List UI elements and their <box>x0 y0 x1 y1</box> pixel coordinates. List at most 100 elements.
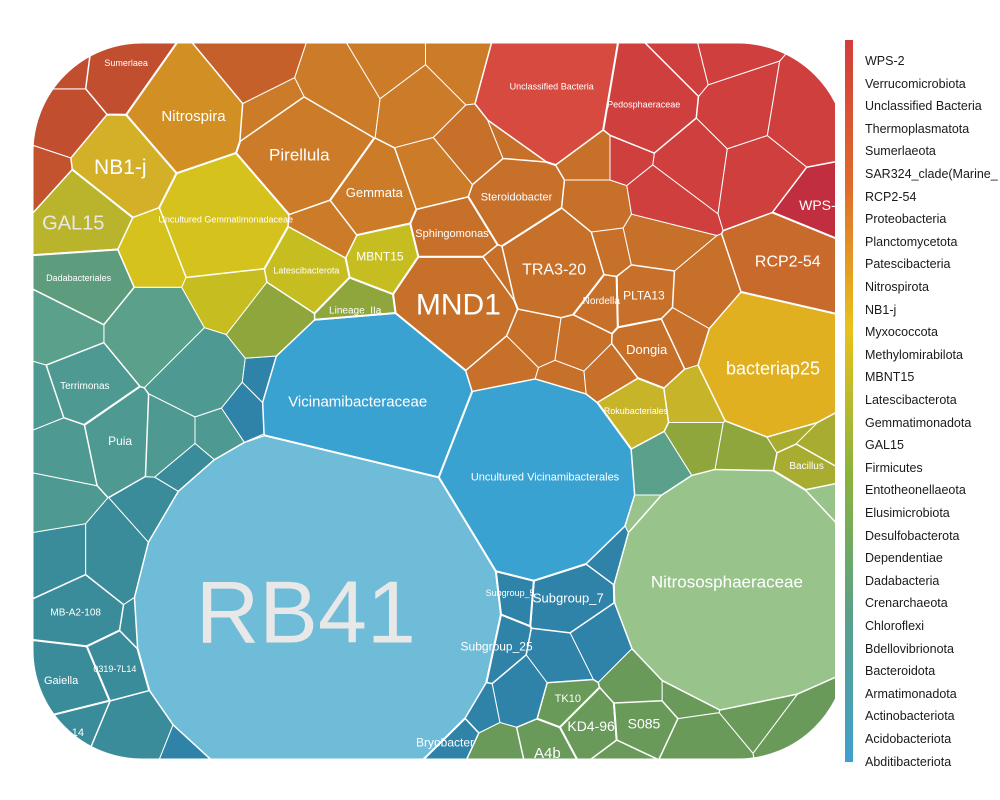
legend-item: Entotheonellaeota <box>865 483 966 498</box>
cell-label: A4b <box>534 745 561 762</box>
voronoi-subcell <box>597 648 663 704</box>
legend-item: Dependentiae <box>865 551 943 566</box>
voronoi-subcell <box>119 596 138 650</box>
cell-label: GAL15 <box>42 212 104 234</box>
legend-item: Sumerlaeota <box>865 144 936 159</box>
cell-label: Nitrososphaeraceae <box>651 573 803 592</box>
cell-label: Uncultured Vicinamibacterales <box>471 472 620 484</box>
voronoi-subcell <box>32 523 87 615</box>
cell-label: Bacillus <box>789 461 823 472</box>
voronoi-subcell <box>32 42 98 90</box>
cell-label: TRA3-20 <box>522 262 586 279</box>
cell-label: Pedosphaeraceae <box>607 99 680 109</box>
cell-label: Subgroup_25 <box>461 640 533 654</box>
legend-item: Unclassified Bacteria <box>865 99 982 114</box>
cell-label: 0319-7L14 <box>93 664 136 674</box>
voronoi-subcell <box>358 764 449 800</box>
treemap-outline <box>30 40 835 762</box>
legend-item: Myxococcota <box>865 325 938 340</box>
legend-item: Bdellovibrionota <box>865 641 954 656</box>
cell-label: Subgroup_5 <box>486 588 535 598</box>
voronoi-subcell <box>752 665 835 760</box>
cell-label: Gemmata <box>346 185 404 200</box>
cell-label: Sphingomonas <box>415 228 489 240</box>
cell-label: Dongia <box>626 342 668 357</box>
cell-label: Subgroup_7 <box>533 590 604 605</box>
cell-label: Gaiella <box>44 675 79 687</box>
voronoi-subcell <box>447 721 534 760</box>
voronoi-subcell <box>804 478 835 550</box>
legend-item: Bacteroidota <box>865 664 936 679</box>
cell-label: Unclassified Bacteria <box>510 81 594 91</box>
voronoi-subcell <box>617 42 709 97</box>
voronoi-subcell <box>486 119 548 163</box>
legend-item: Firmicutes <box>865 460 923 475</box>
labels-layer: RB41 Vicinamibacteraceae Uncultured Vicina… <box>42 58 835 762</box>
voronoi-subcell <box>663 422 724 476</box>
voronoi-subcell <box>425 42 504 106</box>
cell-label: S085 <box>628 716 661 732</box>
voronoi-subcell <box>624 494 663 534</box>
legend-item: Methylomirabilota <box>865 347 963 362</box>
cell-label: WPS-2 <box>799 197 835 213</box>
legend-item: Chloroflexi <box>865 619 925 633</box>
cell-label: Nordella <box>583 296 621 307</box>
legend-item: Abditibacteriota <box>865 754 952 769</box>
voronoi-subcell <box>142 724 226 760</box>
voronoi-subcell <box>239 77 305 143</box>
legend-item: Planctomycetota <box>865 234 958 249</box>
cell-label: KD4-96 <box>567 718 615 734</box>
cell-label: Pirellula <box>269 146 330 165</box>
cell-label: RB41 <box>196 562 416 661</box>
cell-label: Sumerlaea <box>104 58 148 68</box>
legend-item: Thermoplasmatota <box>865 121 970 136</box>
cells-layer <box>32 42 835 800</box>
legend-item: Proteobacteria <box>865 212 947 227</box>
legend-item: Verrucomicrobiota <box>865 76 966 91</box>
legend-item: Gemmatimonadota <box>865 415 972 430</box>
legend-item: Patescibacteria <box>865 257 951 272</box>
legend-item: Latescibacterota <box>865 393 957 407</box>
legend-item: GAL15 <box>865 438 904 453</box>
voronoi-subcell <box>482 244 515 301</box>
cell-label: MBNT15 <box>356 249 404 263</box>
voronoi-subcell <box>626 164 724 237</box>
legend-item: MBNT15 <box>865 370 915 385</box>
legend-item: SAR324_clade(Marine_ <box>865 167 998 181</box>
legend-item: Dadabacteria <box>865 573 940 588</box>
legend-color-bar <box>845 40 853 762</box>
cell-label: MB-A2-108 <box>50 607 101 618</box>
cell-label: bacteriap25 <box>726 359 820 379</box>
legend-item: Desulfobacterota <box>865 528 960 543</box>
voronoi-subcell <box>534 359 587 395</box>
voronoi-subcell <box>194 407 245 461</box>
legend-item: WPS-2 <box>865 54 905 68</box>
cell-label: RCP2-54 <box>755 254 821 271</box>
legend-item: RCP2-54 <box>865 189 917 204</box>
cell-label: Lineage_IIa <box>329 305 382 316</box>
legend-item: Crenarchaeota <box>865 596 948 611</box>
cell-label: Dadabacteriales <box>46 273 112 283</box>
cell-label: MND1 <box>416 288 501 321</box>
cell-label: Latescibacterota <box>273 266 339 276</box>
voronoi-subcell <box>223 773 299 800</box>
voronoi-subcell <box>181 268 268 336</box>
voronoi-subcell <box>394 136 473 210</box>
legend-item: Actinobacteriota <box>865 709 955 724</box>
voronoi-subcell <box>571 739 670 760</box>
voronoi-cell <box>494 569 535 628</box>
legend-item: Elusimicrobiota <box>865 506 950 520</box>
cell-label: Terrimonas <box>60 381 109 392</box>
legend-item: Acidobacteriota <box>865 732 952 746</box>
cell-label: NB1-j <box>94 156 147 179</box>
cell-label: Rokubacteriales <box>604 406 669 416</box>
voronoi-subcell <box>795 399 835 480</box>
legend-item: Nitrospirota <box>865 280 929 294</box>
cell-label: PLTA13 <box>623 289 665 303</box>
legend-item: Armatimonadota <box>865 686 957 701</box>
cell-label: Bryobacter <box>416 735 474 749</box>
cell-label: Puia <box>108 434 132 448</box>
cell-label: TK10 <box>555 693 581 705</box>
cell-label: Nitrospira <box>161 108 226 125</box>
voronoi-treemap: RB41 Vicinamibacteraceae Uncultured Vicina… <box>30 40 835 800</box>
